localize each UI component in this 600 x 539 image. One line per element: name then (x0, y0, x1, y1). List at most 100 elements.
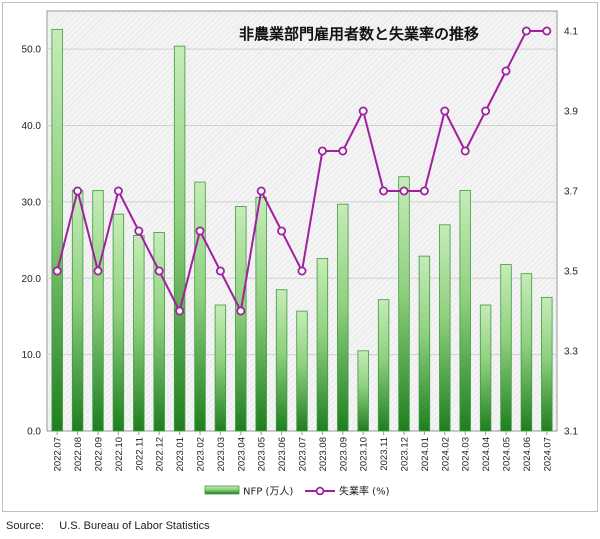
x-tick-label: 2023.10 (359, 437, 370, 471)
combo-chart: 0.0 10.0 20.0 30.0 40.0 50.0 3.1 3.3 3.5 3.7 3.9 4… (22, 10, 578, 498)
unemployment-point (256, 186, 266, 196)
nfp-bar (255, 196, 267, 432)
x-tick-label: 2024.07 (542, 437, 553, 471)
left-tick-label: 0.0 (27, 427, 41, 438)
unemployment-point (338, 146, 348, 156)
nfp-bar (439, 224, 451, 432)
nfp-bar (377, 299, 390, 432)
unemployment-point (52, 266, 62, 276)
unemployment-point (236, 306, 246, 316)
nfp-bar (337, 203, 349, 432)
nfp-bar (92, 190, 104, 432)
nfp-bar (296, 310, 308, 432)
nfp-bar (357, 350, 369, 432)
nfp-bar (214, 304, 227, 432)
x-axis-ticks: 2022.07 2022.08 2022.09 2022.10 2022.11 2022.… (53, 431, 553, 471)
nfp-bar (316, 258, 329, 432)
x-tick-label: 2024.01 (420, 437, 431, 471)
x-tick-label: 2023.03 (216, 437, 227, 471)
nfp-bar (459, 190, 471, 432)
x-tick-label: 2023.12 (400, 437, 411, 471)
unemployment-point (379, 186, 389, 196)
nfp-bar (398, 176, 410, 432)
nfp-bar (133, 235, 145, 432)
nfp-bar (275, 289, 288, 432)
unemployment-point (297, 266, 307, 276)
unemployment-point (317, 146, 327, 156)
x-tick-label: 2023.09 (338, 437, 349, 471)
x-tick-label: 2023.11 (379, 437, 390, 471)
gridlines (47, 48, 557, 356)
x-tick-label: 2022.07 (53, 437, 64, 471)
right-axis-ticks: 3.1 3.3 3.5 3.7 3.9 4.1 (564, 27, 578, 438)
unemployment-point (399, 186, 409, 196)
right-tick-label: 3.3 (564, 347, 578, 358)
nfp-bar (500, 264, 512, 432)
legend-label-unemployment: 失業率 (%) (339, 485, 390, 498)
source-note: Source: U.S. Bureau of Labor Statistics (6, 520, 210, 532)
left-tick-label: 50.0 (22, 45, 42, 56)
nfp-bar (235, 206, 247, 432)
x-tick-label: 2022.12 (155, 437, 166, 471)
unemployment-point (195, 226, 205, 236)
chart-frame: 0.0 10.0 20.0 30.0 40.0 50.0 3.1 3.3 3.5 3.7 3.9 4… (2, 2, 598, 512)
unemployment-point (460, 146, 470, 156)
left-tick-label: 40.0 (22, 121, 42, 132)
right-tick-label: 3.9 (564, 107, 578, 118)
left-axis-ticks: 0.0 10.0 20.0 30.0 40.0 50.0 (22, 45, 42, 438)
nfp-bar (418, 255, 431, 432)
unemployment-point (215, 266, 225, 276)
unemployment-point (521, 26, 531, 36)
x-tick-label: 2023.04 (236, 437, 247, 471)
unemployment-point (154, 266, 164, 276)
x-tick-label: 2022.10 (114, 437, 125, 471)
left-tick-label: 10.0 (22, 350, 42, 361)
x-tick-label: 2024.05 (502, 437, 513, 471)
nfp-bar (479, 304, 492, 432)
x-tick-label: 2024.06 (522, 437, 533, 471)
unemployment-point (175, 306, 185, 316)
left-tick-label: 20.0 (22, 274, 42, 285)
unemployment-point (481, 106, 491, 116)
x-tick-label: 2023.01 (175, 437, 186, 471)
x-tick-label: 2023.05 (257, 437, 268, 471)
nfp-bar (71, 190, 84, 432)
right-tick-label: 3.7 (564, 187, 578, 198)
x-tick-label: 2024.02 (440, 437, 451, 471)
legend-swatch-nfp (204, 485, 240, 495)
x-tick-label: 2023.02 (196, 437, 207, 471)
legend: NFP (万人) 失業率 (%) (204, 485, 390, 498)
nfp-bar (194, 181, 206, 432)
x-tick-label: 2024.04 (481, 437, 492, 471)
unemployment-point (440, 106, 450, 116)
x-tick-label: 2024.03 (461, 437, 472, 471)
unemployment-point (419, 186, 429, 196)
x-tick-label: 2023.06 (277, 437, 288, 471)
unemployment-point (501, 66, 511, 76)
unemployment-point (93, 266, 103, 276)
x-tick-label: 2022.09 (94, 437, 105, 471)
x-tick-label: 2022.08 (73, 437, 84, 471)
right-tick-label: 3.5 (564, 267, 578, 278)
unemployment-point (134, 226, 144, 236)
chart-title: 非農業部門雇用者数と失業率の推移 (239, 25, 479, 43)
unemployment-point (358, 106, 368, 116)
x-tick-label: 2022.11 (134, 437, 145, 471)
nfp-bar (541, 296, 553, 432)
left-tick-label: 30.0 (22, 197, 42, 208)
nfp-bar (173, 45, 186, 432)
right-tick-label: 3.1 (564, 427, 578, 438)
nfp-bar (112, 213, 125, 432)
legend-label-nfp: NFP (万人) (243, 486, 293, 498)
unemployment-point (113, 186, 123, 196)
nfp-bar (520, 273, 533, 432)
nfp-bar (51, 28, 63, 432)
x-tick-label: 2023.07 (298, 437, 309, 471)
right-tick-label: 4.1 (564, 27, 578, 38)
legend-marker-unemployment (315, 486, 325, 496)
unemployment-line (52, 26, 552, 316)
unemployment-point (73, 186, 83, 196)
unemployment-point (542, 26, 552, 36)
unemployment-point (277, 226, 287, 236)
x-tick-label: 2023.08 (318, 437, 329, 471)
